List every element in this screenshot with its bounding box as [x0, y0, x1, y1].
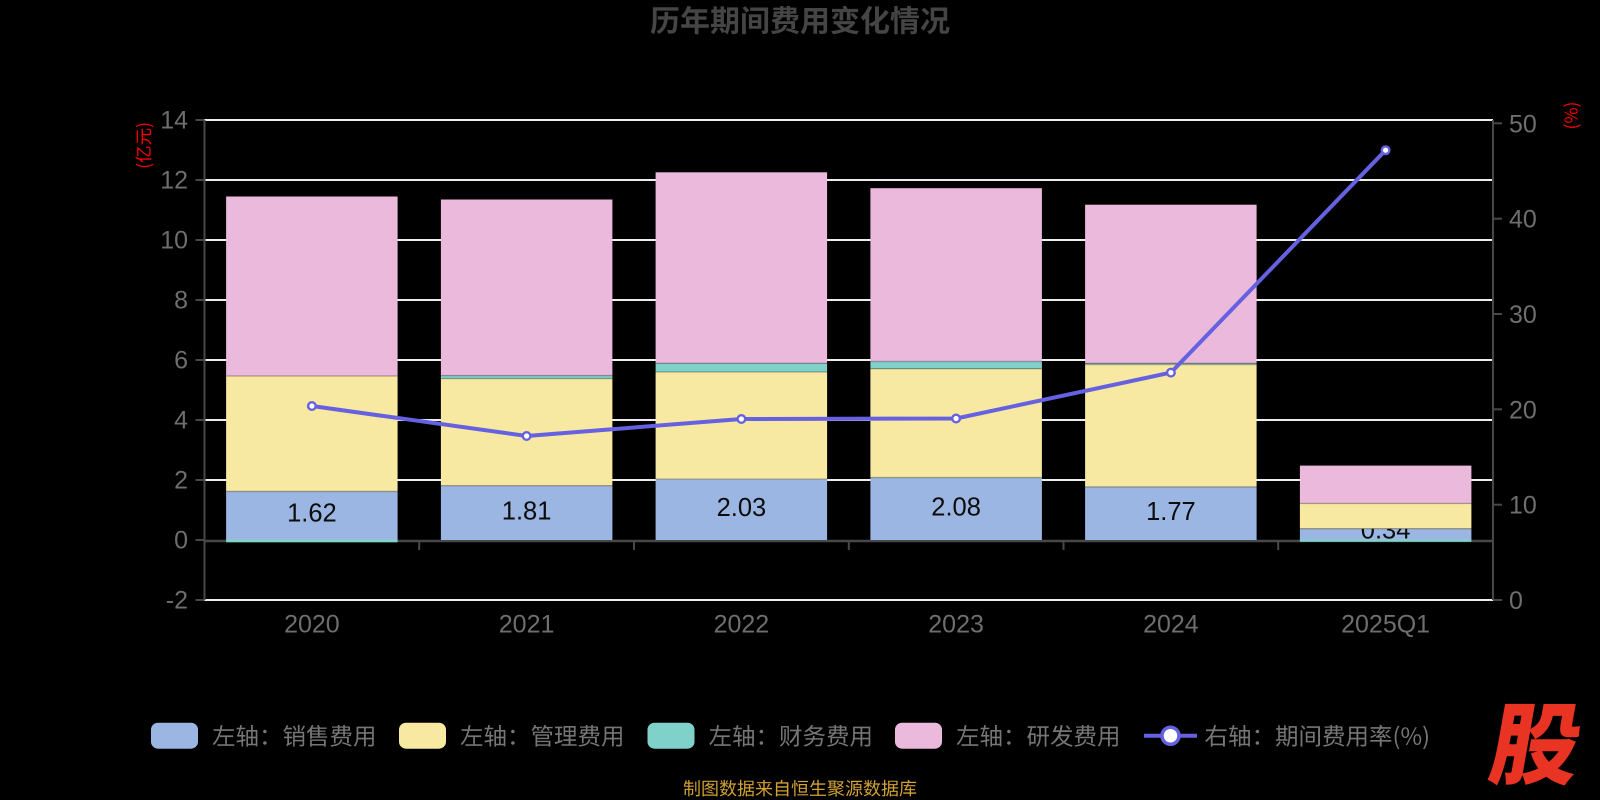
svg-text:20: 20: [1509, 396, 1537, 424]
svg-text:6: 6: [174, 347, 188, 375]
svg-text:-2: -2: [166, 587, 188, 615]
svg-text:10: 10: [1509, 492, 1537, 520]
svg-text:1.77: 1.77: [1146, 498, 1196, 526]
svg-text:2024: 2024: [1143, 611, 1199, 639]
svg-text:10: 10: [160, 227, 188, 255]
svg-text:2020: 2020: [284, 611, 340, 639]
svg-text:2.03: 2.03: [717, 494, 767, 522]
svg-text:50: 50: [1509, 110, 1537, 138]
svg-text:0: 0: [174, 527, 188, 555]
svg-text:40: 40: [1509, 206, 1537, 234]
svg-text:14: 14: [160, 107, 188, 135]
svg-text:0: 0: [1509, 587, 1523, 615]
svg-text:2025Q1: 2025Q1: [1341, 611, 1430, 639]
svg-text:12: 12: [160, 167, 188, 195]
svg-text:30: 30: [1509, 301, 1537, 329]
svg-text:1.81: 1.81: [502, 497, 552, 525]
svg-text:2022: 2022: [714, 611, 770, 639]
svg-text:2021: 2021: [499, 611, 555, 639]
svg-text:2023: 2023: [928, 611, 984, 639]
svg-text:1.62: 1.62: [287, 500, 337, 528]
svg-text:8: 8: [174, 287, 188, 315]
svg-text:2.08: 2.08: [931, 493, 981, 521]
svg-text:2: 2: [174, 467, 188, 495]
svg-text:4: 4: [174, 407, 188, 435]
